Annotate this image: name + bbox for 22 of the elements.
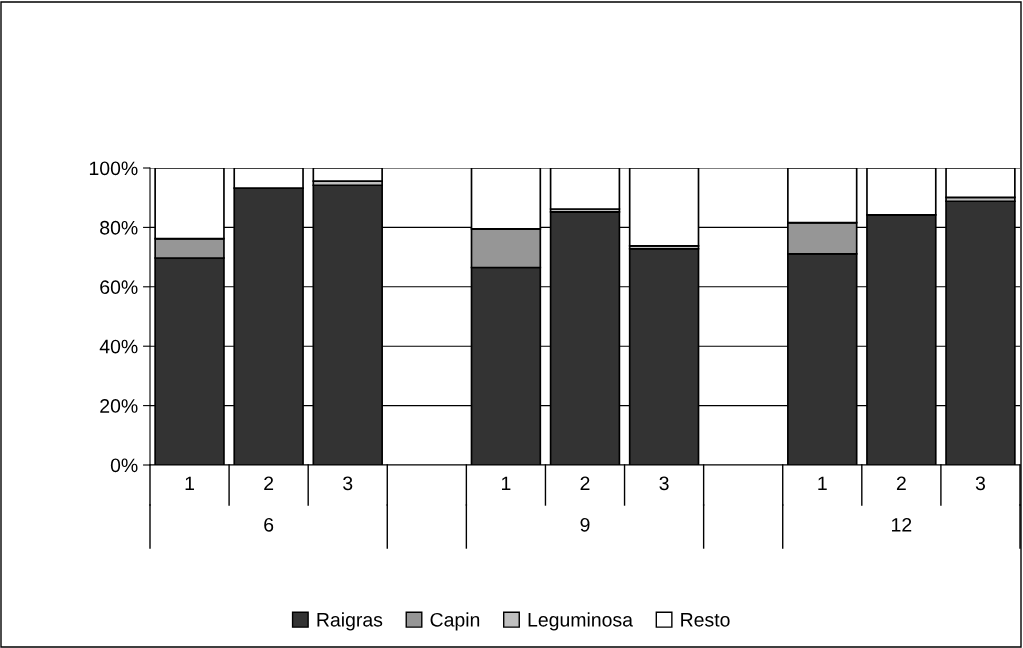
y-tick-label: 100%	[89, 161, 138, 176]
legend-label: Resto	[681, 613, 730, 627]
y-tick-label: 60%	[100, 280, 138, 295]
x-tick-label: 1	[185, 476, 194, 491]
y-tick-label: 20%	[100, 399, 138, 413]
x-tick-label: 1	[818, 476, 827, 491]
text: 9	[580, 517, 590, 532]
x-tick-label: 1	[501, 476, 511, 491]
text: 12	[892, 517, 912, 532]
x-tick-label: 2	[264, 476, 274, 491]
x-tick-label: 2	[896, 476, 906, 491]
text: 6	[264, 517, 274, 532]
x-tick-label: 3	[975, 476, 986, 491]
x-tick-label: 3	[659, 476, 669, 491]
y-tick-label: 80%	[100, 220, 138, 235]
y-tick-label: 0%	[110, 458, 138, 473]
legend-label: Capin	[430, 612, 480, 631]
x-tick-label: 2	[580, 476, 590, 491]
x-tick-label: 3	[343, 476, 353, 491]
legend-label: Leguminosa	[528, 612, 633, 631]
legend-label: Raigras	[317, 612, 383, 631]
y-tick-label: 40%	[99, 339, 138, 354]
